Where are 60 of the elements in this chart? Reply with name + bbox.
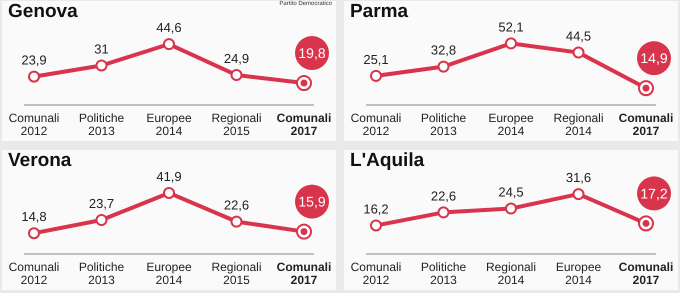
point xyxy=(438,206,450,218)
data-label: 23,7 xyxy=(88,195,114,210)
x-tick-label: Comunali 2012 xyxy=(8,111,60,138)
data-label: 16,2 xyxy=(363,200,389,216)
data-label: 22,6 xyxy=(224,197,250,212)
x-tick-label: Comunali 2012 xyxy=(350,111,402,138)
point xyxy=(96,213,108,226)
point xyxy=(370,70,382,82)
data-label: 25,1 xyxy=(363,52,389,67)
x-tick-label: Regionali 2015 xyxy=(211,111,262,138)
data-label: 15,9 xyxy=(298,193,326,210)
x-tick-label: Politiche 2013 xyxy=(420,111,467,138)
data-label: 44,6 xyxy=(156,20,182,36)
x-tick-label: Europee 2014 xyxy=(146,111,192,138)
point xyxy=(438,60,450,73)
data-label: 31,6 xyxy=(566,170,592,185)
point xyxy=(505,37,517,50)
chart-title: L'Aquila xyxy=(350,150,424,172)
x-tick-label: Comunali 2017 xyxy=(618,260,674,286)
point xyxy=(28,226,40,239)
point xyxy=(572,188,584,200)
x-tick-label: Comunali 2017 xyxy=(276,111,332,138)
x-tick-label: Comunali 2017 xyxy=(276,260,332,286)
chart-title: Verona xyxy=(8,150,72,172)
data-label: 22,6 xyxy=(430,188,456,203)
data-label: 41,9 xyxy=(156,168,182,184)
x-tick-label: Europee 2014 xyxy=(488,111,534,138)
x-tick-label: Comunali 2017 xyxy=(618,111,674,138)
x-tick-label: Regionali 2014 xyxy=(553,111,604,138)
x-tick-label: Politiche 2013 xyxy=(78,260,125,286)
data-label: 44,5 xyxy=(566,28,592,44)
data-label: 24,9 xyxy=(224,51,250,66)
x-tick-label: Politiche 2013 xyxy=(420,260,467,286)
data-label: 52,1 xyxy=(498,19,524,34)
data-label: 24,5 xyxy=(498,184,524,200)
chart-title: Parma xyxy=(350,1,408,23)
data-label: 14,9 xyxy=(640,50,668,66)
x-tick-label: Regionali 2014 xyxy=(486,260,536,286)
data-label: 14,8 xyxy=(21,208,47,224)
point xyxy=(163,186,175,198)
point xyxy=(28,70,40,83)
point xyxy=(572,46,584,59)
data-label: 19,8 xyxy=(298,45,326,62)
x-tick-label: Regionali 2015 xyxy=(211,260,262,286)
point xyxy=(163,38,175,50)
point xyxy=(96,59,108,72)
data-label: 23,9 xyxy=(21,52,47,68)
point xyxy=(370,218,382,231)
x-tick-label: Europee 2014 xyxy=(556,260,602,286)
data-label: 32,8 xyxy=(430,42,456,58)
x-tick-label: Comunali 2012 xyxy=(8,260,60,286)
x-tick-label: Comunali 2012 xyxy=(350,260,402,286)
point xyxy=(230,215,242,228)
chart-title: Genova xyxy=(8,1,78,23)
point xyxy=(230,69,242,82)
x-tick-label: Europee 2014 xyxy=(146,260,192,286)
point xyxy=(505,202,517,214)
data-label: 17,2 xyxy=(640,184,668,201)
data-label: 31 xyxy=(94,41,109,56)
x-tick-label: Politiche 2013 xyxy=(78,111,125,138)
